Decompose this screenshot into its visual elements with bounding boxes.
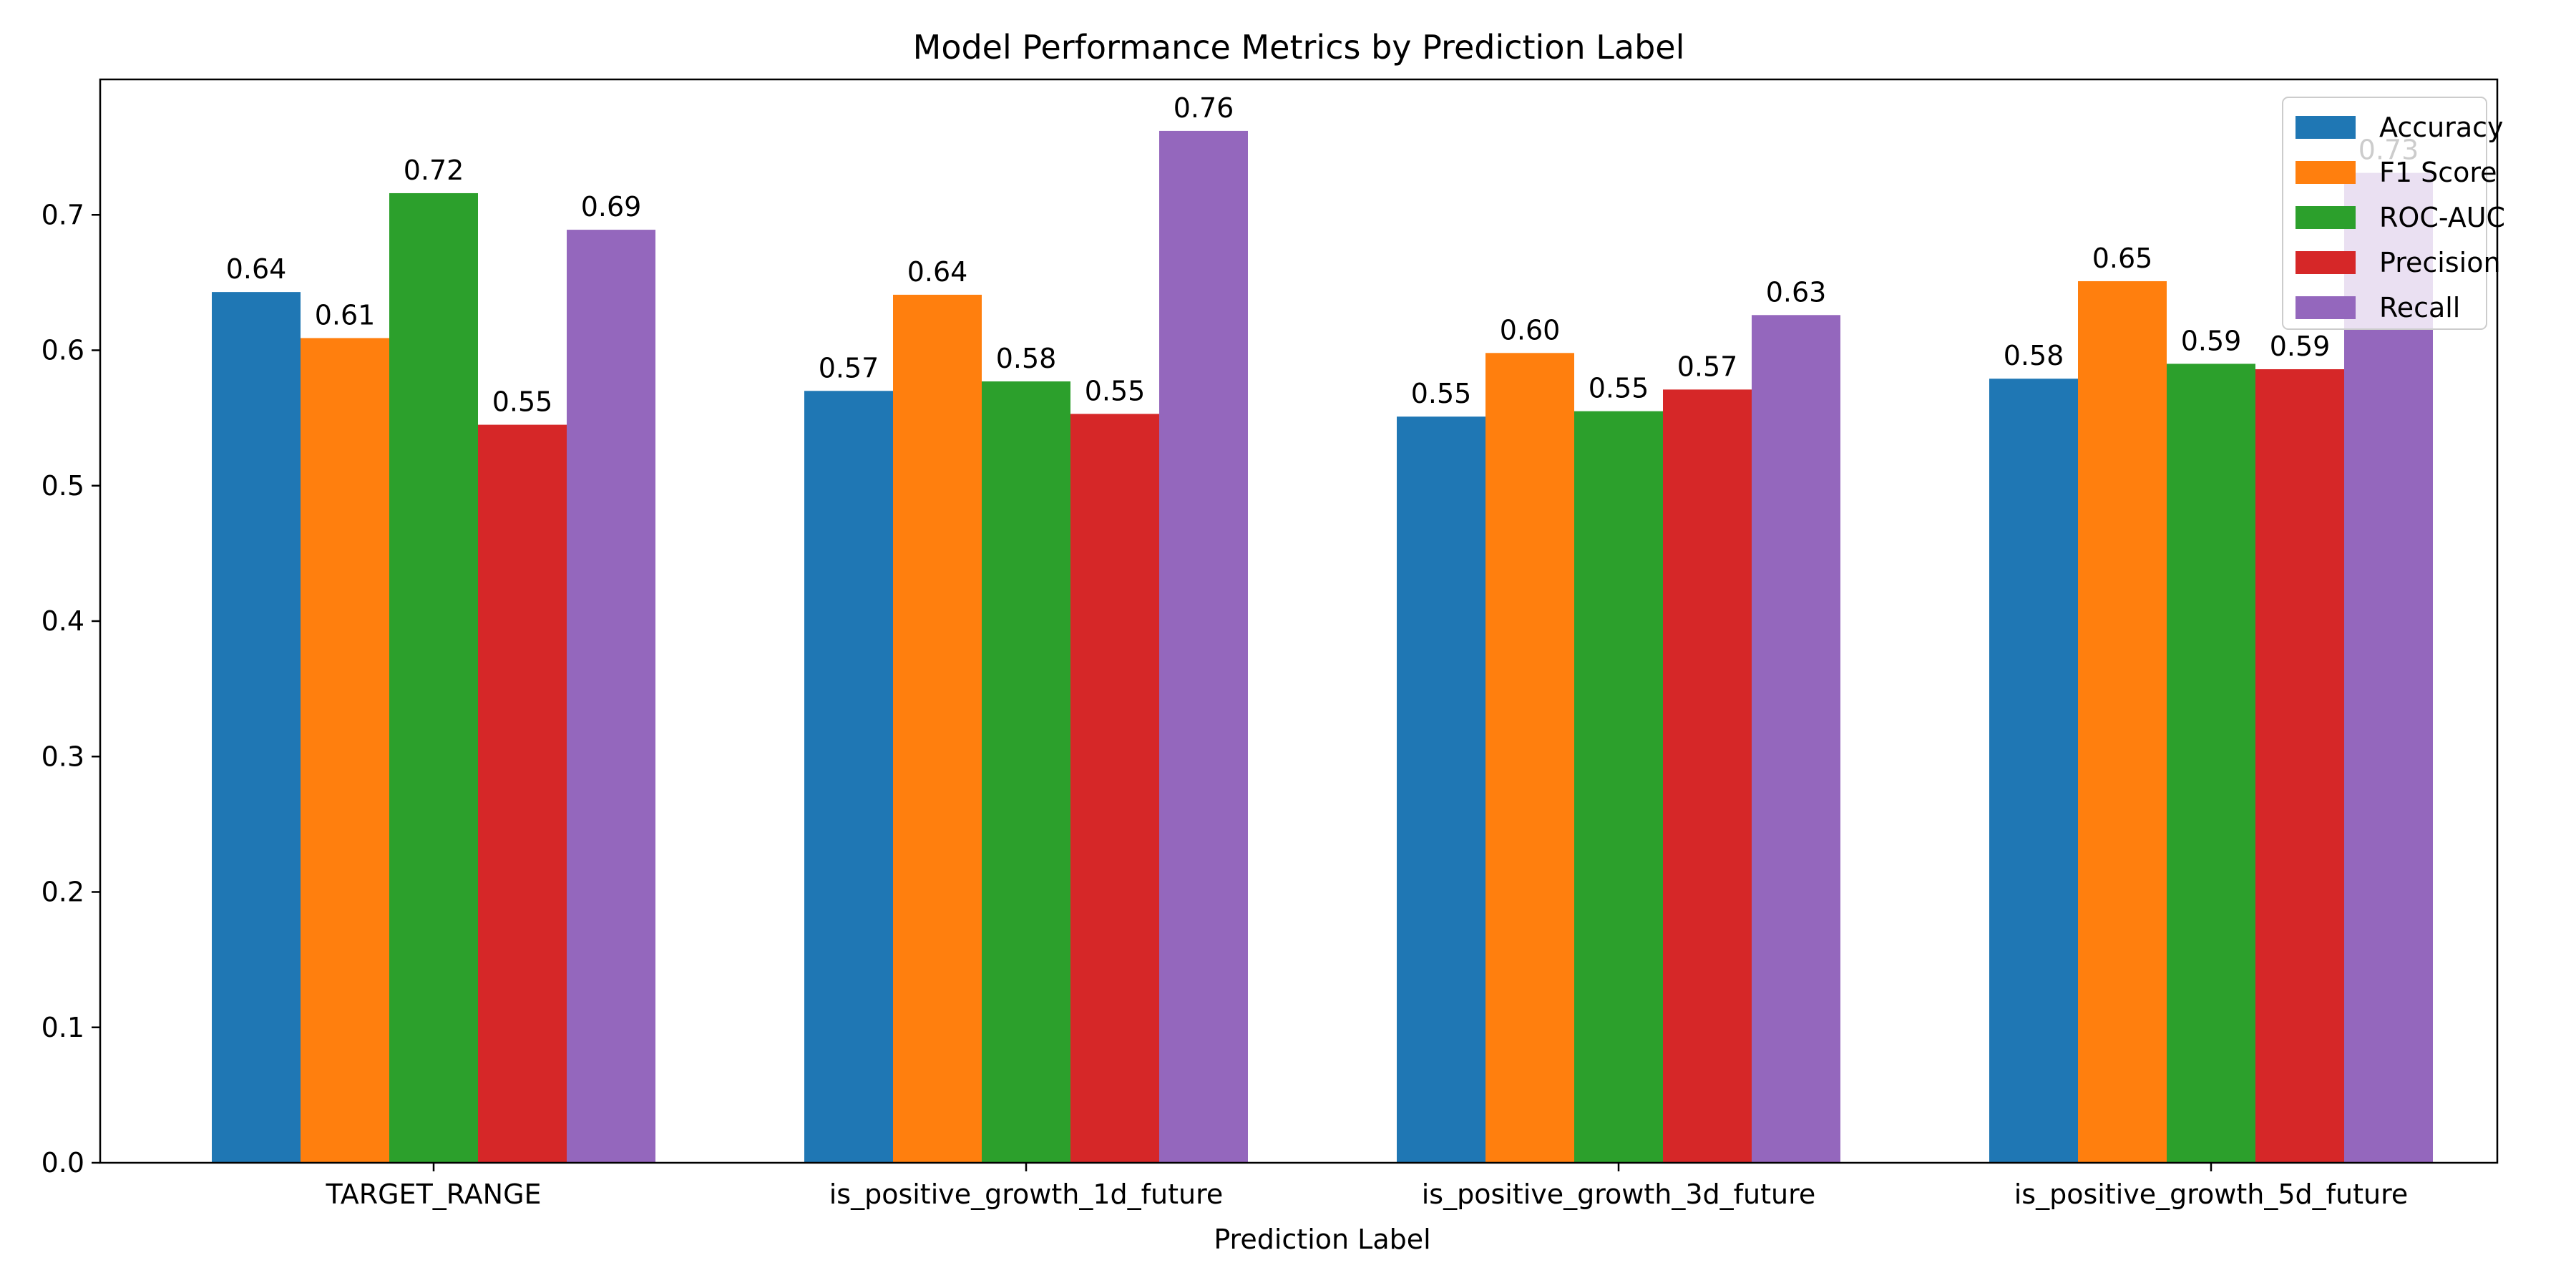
legend-label: ROC-AUC [2379,202,2505,233]
x-tick-label: is_positive_growth_1d_future [829,1179,1224,1210]
bar-precision [1070,414,1159,1163]
x-tick-label: TARGET_RANGE [325,1179,541,1210]
bar-value-label: 0.69 [581,191,642,223]
x-axis-label: Prediction Label [1214,1224,1430,1255]
bar-value-label: 0.63 [1766,276,1827,308]
legend-swatch [2296,206,2356,229]
legend: Accuracy F1 Score ROC-AUC Precision Recall [2282,97,2505,330]
x-tick-label: is_positive_growth_3d_future [1422,1179,1816,1210]
bar-value-label: 0.55 [492,386,553,418]
legend-label: Accuracy [2379,112,2504,143]
legend-swatch [2296,161,2356,184]
bar-value-label: 0.64 [226,253,287,285]
y-tick-label: 0.6 [42,335,84,366]
y-tick-label: 0.0 [42,1147,84,1179]
bars-group [212,130,2433,1163]
bar-f1-score [893,294,982,1163]
bar-value-label: 0.55 [1589,373,1649,404]
y-tick-label: 0.5 [42,470,84,502]
bar-roc-auc [389,192,478,1163]
bar-value-label: 0.57 [819,352,879,384]
bar-recall [567,230,655,1163]
legend-label: F1 Score [2379,157,2497,188]
bar-f1-score [1485,353,1574,1163]
bar-value-label: 0.65 [2092,243,2153,274]
bar-accuracy [1397,416,1485,1163]
x-axis: TARGET_RANGE is_positive_growth_1d_future… [325,1163,2408,1210]
legend-label: Recall [2379,292,2460,323]
bar-f1-score [2078,280,2167,1163]
y-axis: 0.0 0.1 0.2 0.3 0.4 0.5 0.6 0.7 [42,199,100,1179]
chart-title: Model Performance Metrics by Prediction … [913,28,1685,67]
bar-value-label: 0.59 [2181,325,2242,356]
bar-accuracy [1989,379,2078,1163]
legend-swatch [2296,296,2356,319]
bar-f1-score [301,338,389,1163]
bar-value-label: 0.58 [996,343,1057,374]
y-tick-label: 0.4 [42,605,84,637]
bar-value-label: 0.61 [315,299,376,331]
bar-value-label: 0.60 [1500,314,1561,346]
legend-swatch [2296,251,2356,274]
bar-value-label: 0.64 [907,256,968,288]
bar-precision [478,424,567,1163]
legend-swatch [2296,116,2356,139]
bar-roc-auc [2167,364,2255,1163]
bar-roc-auc [982,381,1070,1163]
bar-recall [1159,130,1248,1163]
bar-precision [1663,389,1752,1163]
bar-value-label: 0.72 [404,155,464,186]
bar-accuracy [212,292,301,1163]
bar-accuracy [804,391,893,1163]
bar-value-label: 0.59 [2270,331,2331,362]
bar-value-label: 0.76 [1174,92,1234,124]
bar-recall [2344,172,2433,1163]
x-tick-label: is_positive_growth_5d_future [2014,1179,2409,1210]
legend-label: Precision [2379,247,2501,278]
bar-value-label: 0.58 [2004,340,2064,371]
bar-value-label: 0.57 [1677,351,1738,382]
y-tick-label: 0.7 [42,199,84,230]
bar-value-label: 0.55 [1085,375,1146,406]
bar-precision [2255,369,2344,1163]
y-tick-label: 0.3 [42,741,84,772]
bar-value-label: 0.55 [1411,378,1472,409]
y-tick-label: 0.2 [42,877,84,908]
y-tick-label: 0.1 [42,1012,84,1043]
bar-roc-auc [1574,411,1663,1163]
bar-recall [1752,315,1840,1163]
